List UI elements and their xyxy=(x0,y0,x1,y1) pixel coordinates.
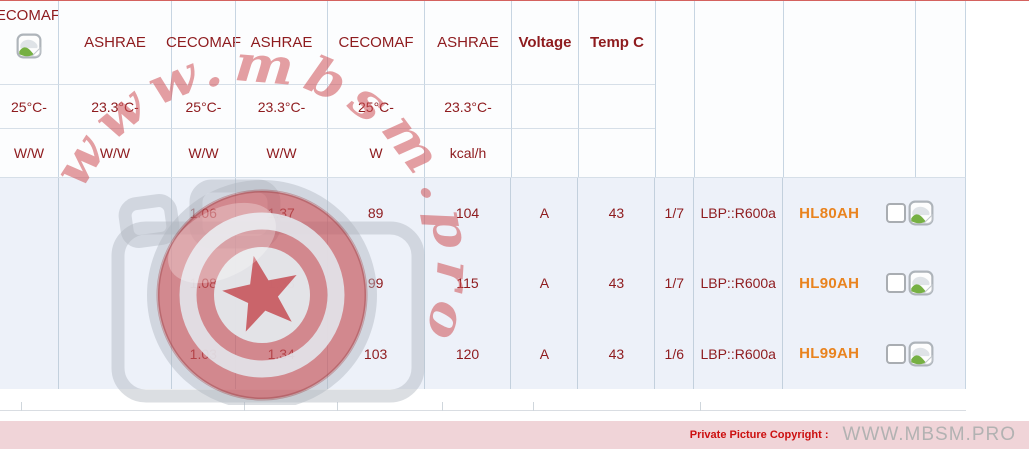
unit-cell: W/W xyxy=(171,129,235,177)
header-cell-ashrae-1: ASHRAE xyxy=(58,0,171,85)
application-cell: LBP::R600a xyxy=(693,178,782,248)
model-cell: HL80AH xyxy=(782,178,965,248)
temp-cell: 23.3°C- xyxy=(58,85,171,129)
compressor-spec-table: CECOMAF ASHRAE CECOMAF ASHRAE CECOMAF AS… xyxy=(0,0,966,389)
temp-cell: 25°C- xyxy=(0,85,58,129)
temp-cell: 25°C- xyxy=(171,85,235,129)
picture-icon[interactable] xyxy=(908,200,934,226)
column-label: CECOMAF xyxy=(0,7,58,24)
value-cell: 1.06 xyxy=(170,178,235,248)
model-cell: HL99AH xyxy=(782,318,965,389)
voltage-cell: A xyxy=(510,248,577,318)
temp-c-cell: 43 xyxy=(577,248,654,318)
voltage-cell: A xyxy=(510,178,577,248)
value-cell xyxy=(0,248,58,318)
value-cell: 104 xyxy=(423,178,511,248)
temp-cell: 23.3°C- xyxy=(235,85,327,129)
value-cell xyxy=(57,178,171,248)
header-cell-empty-hp xyxy=(655,0,694,177)
temp-cell: 25°C- xyxy=(327,85,424,129)
header-cell-cecomaf-2: CECOMAF xyxy=(166,0,241,85)
model-cell: HL90AH xyxy=(782,248,965,318)
unit-cell xyxy=(511,129,578,177)
hp-cell: 1/6 xyxy=(654,318,693,389)
picture-icon[interactable] xyxy=(16,33,42,59)
value-cell: 115 xyxy=(423,248,511,318)
model-link[interactable]: HL99AH xyxy=(799,345,860,362)
model-link[interactable]: HL90AH xyxy=(799,274,860,292)
hp-cell: 1/7 xyxy=(654,178,693,248)
picture-icon[interactable] xyxy=(908,341,934,367)
header-cell-ashrae-2: ASHRAE xyxy=(235,0,327,85)
copyright-label: Private Picture Copyright : xyxy=(689,429,829,441)
value-cell: 103 xyxy=(326,318,424,389)
value-cell xyxy=(0,318,58,389)
value-cell: 99 xyxy=(326,248,424,318)
value-cell xyxy=(57,248,171,318)
temp-c-cell: 43 xyxy=(577,318,654,389)
temp-cell xyxy=(511,85,578,129)
unit-cell: kcal/h xyxy=(424,129,511,177)
copyright-footer: Private Picture Copyright : WWW.MBSM.PRO xyxy=(0,421,1029,449)
hp-cell: 1/7 xyxy=(654,248,693,318)
table-row: 1.06 1.37 89 104 A 43 1/7 LBP::R600a HL8… xyxy=(0,178,965,248)
brand-text: WWW.MBSM.PRO xyxy=(842,424,1016,445)
header-cell-cecomaf-3: CECOMAF xyxy=(327,0,424,85)
temp-c-cell: 43 xyxy=(577,178,654,248)
header-cell-empty-select xyxy=(915,0,966,177)
header-cell-voltage: Voltage xyxy=(511,0,578,85)
header-cell-empty-model xyxy=(783,0,915,177)
header-cell-cecomaf-1: CECOMAF xyxy=(0,0,58,85)
header-cell-ashrae-3: ASHRAE xyxy=(424,0,511,85)
unit-cell: W xyxy=(327,129,424,177)
value-cell: 1.08 xyxy=(170,248,235,318)
row-checkbox[interactable] xyxy=(886,343,907,364)
value-cell: 1.38 xyxy=(234,248,327,318)
value-cell: 120 xyxy=(423,318,511,389)
table-row: 1.08 1.38 99 115 A 43 1/7 LBP::R600a HL9… xyxy=(0,248,965,318)
table-body: 1.06 1.37 89 104 A 43 1/7 LBP::R600a HL8… xyxy=(0,177,966,389)
application-cell: LBP::R600a xyxy=(693,318,782,389)
unit-cell: W/W xyxy=(13,145,45,161)
value-cell: 1.37 xyxy=(234,178,327,248)
value-cell: 1.03 xyxy=(170,318,235,389)
value-cell: 89 xyxy=(326,178,424,248)
row-checkbox[interactable] xyxy=(886,273,907,293)
unit-cell: W/W xyxy=(58,129,171,177)
value-cell: 1.34 xyxy=(234,318,327,389)
voltage-cell: A xyxy=(510,318,577,389)
picture-icon[interactable] xyxy=(908,270,934,296)
application-cell: LBP::R600a xyxy=(693,248,782,318)
model-link[interactable]: HL80AH xyxy=(799,204,860,222)
header-cell-temp-c: Temp C xyxy=(578,0,655,85)
header-cell-empty-application xyxy=(694,0,783,177)
unit-cell xyxy=(578,129,655,177)
temp-cell xyxy=(578,85,655,129)
value-cell xyxy=(57,318,171,389)
table-row: 1.03 1.34 103 120 A 43 1/6 LBP::R600a HL… xyxy=(0,318,965,389)
row-checkbox[interactable] xyxy=(886,203,907,223)
unit-cell: W/W xyxy=(235,129,327,177)
temp-cell: 23.3°C- xyxy=(424,85,511,129)
top-border-line xyxy=(0,0,1029,1)
value-cell xyxy=(0,178,58,248)
table-header: CECOMAF ASHRAE CECOMAF ASHRAE CECOMAF AS… xyxy=(0,0,966,177)
